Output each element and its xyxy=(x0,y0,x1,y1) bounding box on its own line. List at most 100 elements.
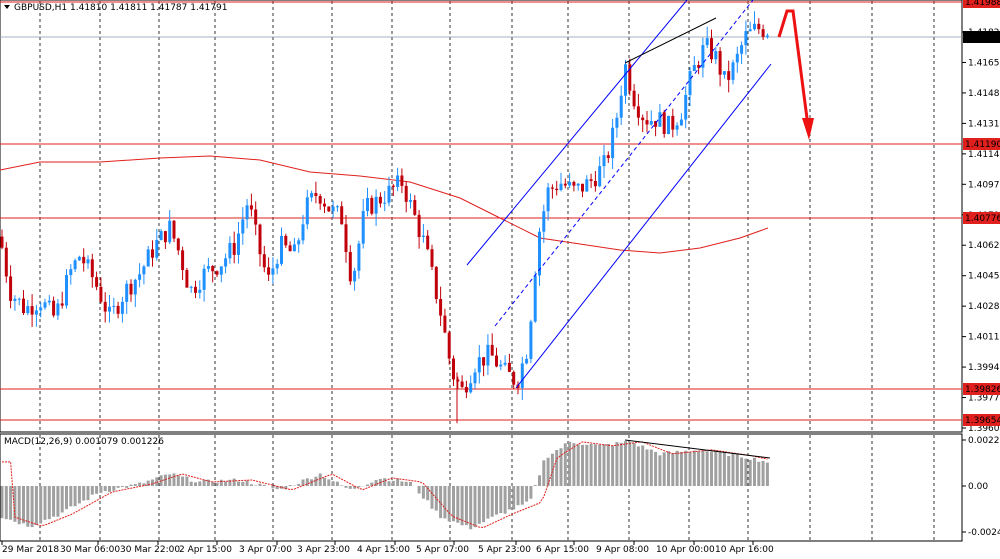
macd-histogram-bar xyxy=(658,455,662,486)
moving-average-line xyxy=(0,155,769,254)
main-plot-area[interactable] xyxy=(0,0,963,433)
price-tick-label: 1.39945 xyxy=(968,363,1000,373)
macd-histogram-bar xyxy=(206,479,210,486)
time-tick-label: 3 Apr 23:00 xyxy=(297,545,350,555)
macd-histogram-bar xyxy=(138,482,142,486)
channel-upper-line[interactable] xyxy=(466,0,688,266)
candle-body xyxy=(688,70,692,95)
candle-body xyxy=(138,274,142,280)
candle-body xyxy=(232,243,236,255)
channel-lower-line[interactable] xyxy=(515,63,772,389)
macd-histogram-bar xyxy=(258,483,262,486)
time-tick-label: 6 Apr 15:00 xyxy=(536,545,589,555)
macd-histogram-bar xyxy=(679,451,683,486)
candle-body xyxy=(22,298,25,314)
candle-body xyxy=(434,266,438,300)
candle-body xyxy=(17,298,21,300)
candle-body xyxy=(619,95,623,118)
macd-histogram-bar xyxy=(576,444,580,486)
candle-body xyxy=(593,180,597,187)
price-tick-label: 1.41140 xyxy=(968,150,1000,160)
candle-body xyxy=(116,305,120,314)
candle-body xyxy=(684,94,688,120)
candle-body xyxy=(202,268,206,290)
channel-middle-line[interactable] xyxy=(494,0,754,327)
resistance-trend-line[interactable] xyxy=(624,17,717,64)
candle-body xyxy=(460,381,464,387)
candle-body xyxy=(310,193,314,198)
macd-histogram-bar xyxy=(456,486,460,523)
candle-body xyxy=(563,183,567,186)
horizontal-levels[interactable] xyxy=(0,1,962,421)
macd-histogram-bar xyxy=(142,483,146,486)
candle-body xyxy=(409,200,412,202)
candle-body xyxy=(718,51,722,75)
time-axis[interactable]: 29 Mar 2018 30 Mar 06:00 30 Mar 22:002 Apr… xyxy=(1,541,774,555)
candle-body xyxy=(206,266,210,269)
level-price-label: 1.39654 xyxy=(965,416,1000,426)
candle-body xyxy=(658,112,662,127)
macd-histogram-bar xyxy=(280,486,283,489)
regression-channel[interactable] xyxy=(466,0,772,389)
candle-body xyxy=(632,90,636,107)
price-axis[interactable]: 1.418201.416551.414801.413101.411401.409… xyxy=(962,0,1000,434)
candle-body xyxy=(378,196,382,204)
ohlc-values: 1.41810 1.41811 1.41787 1.41791 xyxy=(70,3,227,13)
macd-histogram-bar xyxy=(473,486,477,528)
candle-body xyxy=(0,236,4,248)
macd-histogram-bar xyxy=(52,486,56,517)
candle-body xyxy=(348,251,352,282)
candle-body xyxy=(654,121,658,127)
candle-body xyxy=(662,112,666,134)
candle-body xyxy=(125,283,129,302)
macd-histogram-bar xyxy=(572,443,576,486)
candle-body xyxy=(710,38,713,60)
macd-histogram-bar xyxy=(151,479,154,486)
macd-histogram-bar xyxy=(176,475,180,486)
candle-body xyxy=(34,310,38,315)
macd-histogram-bar xyxy=(697,451,701,486)
macd-histogram-bar xyxy=(550,453,554,486)
forecast-arrow[interactable] xyxy=(777,9,814,140)
candle-body xyxy=(374,196,378,214)
dropdown-triangle-icon[interactable] xyxy=(4,5,10,9)
candle-body xyxy=(86,259,90,264)
macd-histogram-bar xyxy=(546,457,550,486)
macd-histogram-bar xyxy=(619,442,623,486)
level-price-label: 1.41190 xyxy=(965,140,1000,150)
candle-body xyxy=(168,220,172,243)
macd-histogram-bar xyxy=(430,486,434,509)
candle-body xyxy=(237,233,240,255)
candle-body xyxy=(490,344,494,356)
macd-divergence-line[interactable] xyxy=(624,439,771,459)
candle-body xyxy=(581,183,584,192)
candle-body xyxy=(383,202,387,204)
macd-plot-area[interactable] xyxy=(0,433,963,542)
candle-body xyxy=(331,206,335,212)
macd-histogram-bar xyxy=(65,486,68,510)
macd-histogram-bar xyxy=(744,458,748,486)
candle-body xyxy=(761,29,765,37)
macd-histogram-bar xyxy=(73,486,77,507)
candle-body xyxy=(211,266,215,272)
macd-histogram-bar xyxy=(705,451,709,486)
macd-histogram-bar xyxy=(103,486,107,492)
macd-histogram-bar xyxy=(675,450,679,486)
candle-body xyxy=(262,254,266,268)
candle-body xyxy=(215,271,219,275)
candle-body xyxy=(503,362,507,365)
macd-histogram-bar xyxy=(108,486,111,492)
time-tick-label: 30 Mar 22:00 xyxy=(120,545,180,555)
macd-histogram-bar xyxy=(275,486,279,490)
candle-body xyxy=(512,371,516,385)
candle-body xyxy=(172,220,176,239)
candle-body xyxy=(30,306,34,315)
macd-histogram-bar xyxy=(245,480,249,486)
macd-histogram-bar xyxy=(271,486,275,489)
macd-histogram-bar xyxy=(464,486,468,526)
price-tick-label: 1.41310 xyxy=(968,119,1000,129)
macd-histogram-bar xyxy=(645,449,649,486)
time-tick-label: 10 Apr 16:00 xyxy=(715,545,774,555)
macd-histogram-bar xyxy=(383,478,387,486)
